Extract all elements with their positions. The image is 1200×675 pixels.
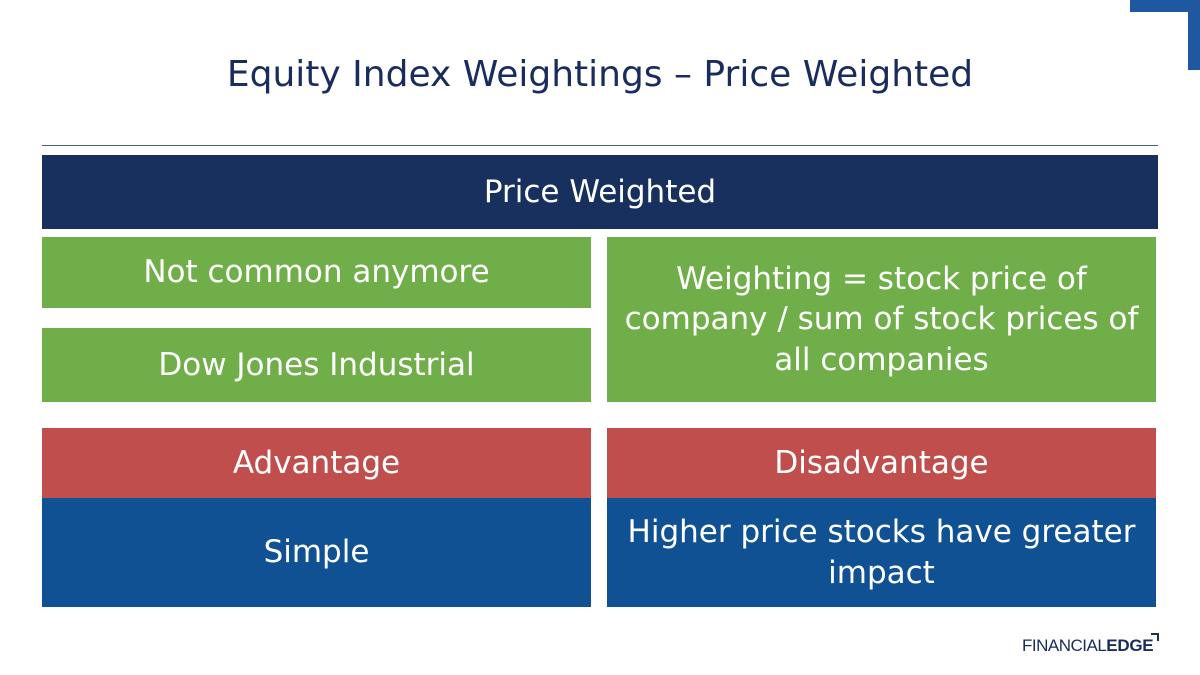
feature-box-not-common: Not common anymore — [42, 237, 591, 308]
price-weighted-header: Price Weighted — [42, 155, 1158, 229]
disadvantage-body: Higher price stocks have greater impact — [607, 498, 1156, 607]
feature-dow-jones-text: Dow Jones Industrial — [158, 346, 475, 383]
title-divider — [42, 145, 1158, 146]
advantage-header: Advantage — [42, 428, 591, 498]
feature-not-common-text: Not common anymore — [143, 254, 490, 291]
advantage-heading-text: Advantage — [232, 444, 401, 481]
price-weighted-header-label: Price Weighted — [483, 173, 717, 210]
advantage-body: Simple — [42, 498, 591, 607]
disadvantage-heading-text: Disadvantage — [774, 444, 989, 481]
corner-accent-shape — [1130, 0, 1200, 70]
feature-box-dow-jones: Dow Jones Industrial — [42, 328, 591, 402]
disadvantage-text: Higher price stocks have greater impact — [627, 514, 1136, 591]
logo-edge-text: EDGE — [1106, 636, 1154, 655]
logo-corner-mark-icon — [1151, 633, 1159, 641]
weighting-formula-box: Weighting = stock price of company / sum… — [607, 237, 1156, 402]
disadvantage-header: Disadvantage — [607, 428, 1156, 498]
slide-title: Equity Index Weightings – Price Weighted — [226, 54, 974, 95]
financial-edge-logo: FINANCIALEDGE — [1022, 636, 1154, 656]
advantage-text: Simple — [263, 534, 370, 571]
weighting-formula-text: Weighting = stock price of company / sum… — [624, 261, 1139, 378]
logo-financial-text: FINANCIAL — [1022, 636, 1107, 655]
